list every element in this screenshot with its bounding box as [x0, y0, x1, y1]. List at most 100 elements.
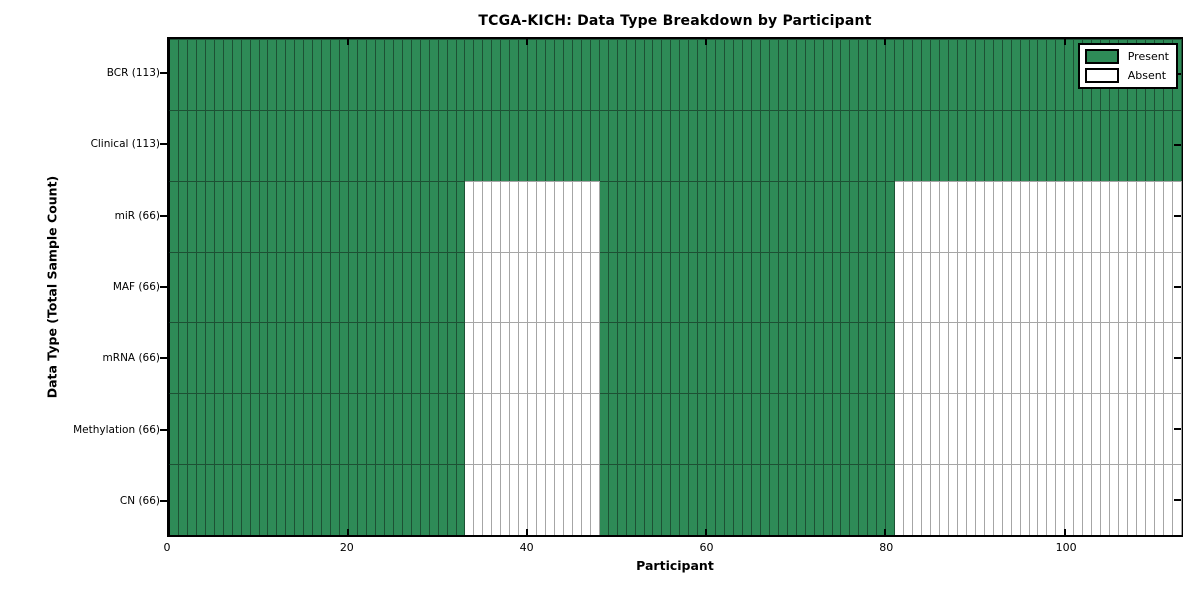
cell-present: [420, 251, 430, 323]
cell-absent: [501, 180, 511, 252]
cell-absent: [1127, 464, 1137, 536]
cell-present: [653, 109, 663, 181]
cell-absent: [948, 393, 958, 465]
cell-absent: [1110, 180, 1120, 252]
cell-absent: [1065, 180, 1075, 252]
cell-absent: [537, 393, 547, 465]
cell-present: [725, 464, 735, 536]
cell-present: [957, 39, 967, 110]
cell-absent: [1056, 251, 1066, 323]
cell-present: [993, 39, 1003, 110]
cell-absent: [1029, 180, 1039, 252]
cell-absent: [546, 464, 555, 536]
heatmap-row: [169, 39, 1182, 110]
y-tick-label: mRNA (66): [102, 352, 160, 365]
cell-present: [286, 464, 296, 536]
cell-absent: [957, 251, 967, 323]
cell-present: [787, 39, 797, 110]
cell-present: [850, 109, 860, 181]
cell-absent: [966, 393, 976, 465]
cell-present: [393, 322, 403, 394]
cell-present: [241, 393, 251, 465]
cell-present: [922, 109, 932, 181]
cell-present: [1092, 109, 1102, 181]
cell-present: [644, 464, 654, 536]
cell-present: [599, 109, 609, 181]
cell-present: [429, 393, 439, 465]
cell-present: [393, 180, 403, 252]
cell-absent: [546, 251, 555, 323]
cell-present: [384, 464, 394, 536]
cell-present: [420, 180, 430, 252]
cell-present: [922, 39, 932, 110]
cell-absent: [1119, 322, 1128, 394]
cell-absent: [492, 322, 502, 394]
cell-absent: [1092, 464, 1102, 536]
cell-absent: [581, 251, 591, 323]
cell-present: [456, 180, 466, 252]
cell-present: [277, 322, 287, 394]
cell-absent: [1163, 180, 1173, 252]
cell-absent: [993, 393, 1003, 465]
cell-present: [904, 109, 914, 181]
cell-absent: [563, 393, 573, 465]
cell-absent: [1110, 464, 1120, 536]
cell-present: [653, 180, 663, 252]
cell-present: [662, 109, 672, 181]
cell-present: [438, 393, 448, 465]
cell-present: [1038, 109, 1048, 181]
cell-present: [187, 393, 197, 465]
cell-present: [814, 39, 824, 110]
cell-absent: [984, 322, 994, 394]
cell-present: [384, 109, 394, 181]
cell-present: [796, 180, 806, 252]
cell-present: [268, 39, 278, 110]
cell-absent: [1083, 251, 1093, 323]
legend-entry-present: Present: [1084, 49, 1169, 64]
cell-absent: [546, 322, 555, 394]
cell-present: [778, 109, 788, 181]
cell-present: [384, 180, 394, 252]
cell-present: [402, 322, 412, 394]
cell-absent: [1002, 393, 1012, 465]
cell-present: [429, 464, 439, 536]
cell-absent: [895, 251, 905, 323]
cell-present: [957, 109, 967, 181]
cell-absent: [581, 322, 591, 394]
cell-absent: [931, 180, 940, 252]
cell-present: [939, 109, 949, 181]
cell-present: [313, 39, 323, 110]
cell-present: [187, 322, 197, 394]
cell-absent: [1056, 393, 1066, 465]
cell-present: [653, 393, 663, 465]
cell-present: [886, 180, 896, 252]
cell-present: [886, 322, 896, 394]
cell-present: [859, 464, 869, 536]
cell-absent: [948, 322, 958, 394]
cell-absent: [1029, 393, 1039, 465]
cell-present: [331, 39, 341, 110]
cell-present: [581, 39, 591, 110]
cell-present: [689, 180, 699, 252]
cell-present: [429, 180, 439, 252]
cell-present: [680, 393, 690, 465]
cell-absent: [519, 251, 529, 323]
cell-present: [554, 39, 564, 110]
cell-present: [537, 39, 547, 110]
cell-present: [841, 39, 851, 110]
x-tick-label: 40: [519, 541, 534, 554]
cell-absent: [922, 464, 932, 536]
cell-present: [196, 393, 206, 465]
cell-present: [214, 251, 224, 323]
cell-present: [689, 251, 699, 323]
cell-absent: [948, 251, 958, 323]
cell-present: [734, 251, 743, 323]
cell-absent: [1074, 180, 1084, 252]
cell-absent: [1083, 393, 1093, 465]
cell-present: [931, 39, 940, 110]
cell-present: [331, 251, 341, 323]
cell-absent: [546, 180, 555, 252]
cell-absent: [922, 180, 932, 252]
cell-present: [241, 322, 251, 394]
